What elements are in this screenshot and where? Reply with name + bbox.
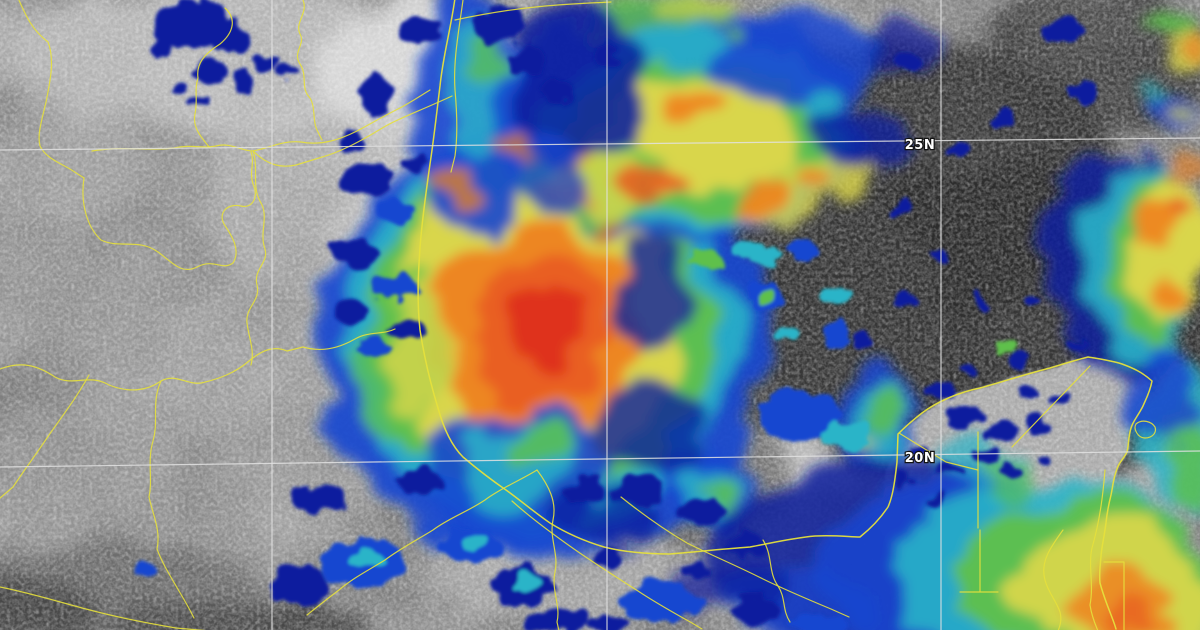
political-borders — [0, 0, 1157, 630]
precip-speckles — [133, 0, 1099, 630]
lat-label-25n: 25N — [905, 138, 935, 153]
parallel-line-20n — [0, 450, 1200, 468]
coastline — [417, 0, 1153, 630]
ir-convection-blobs — [317, 0, 1200, 630]
lat-label-20n: 20N — [905, 451, 935, 466]
parallel-line-25n — [0, 137, 1200, 151]
